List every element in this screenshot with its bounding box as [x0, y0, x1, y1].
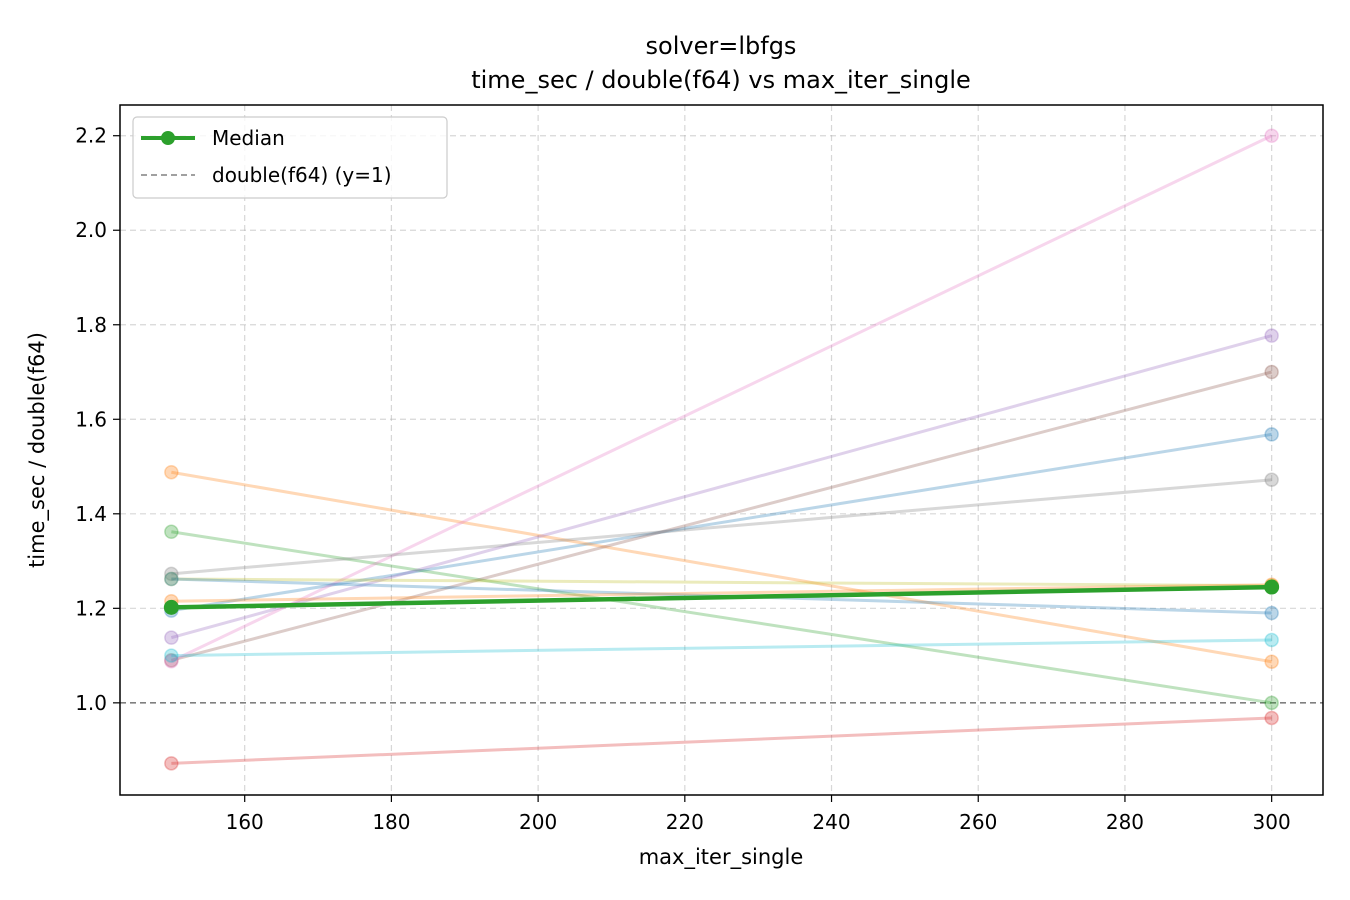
x-axis: 160 180 200 220 240 260 280 300 [226, 795, 1291, 834]
y-axis-label: time_sec / double(f64) [25, 332, 50, 568]
series-line [171, 638, 1272, 658]
legend-median-marker [161, 131, 175, 145]
series-line [171, 432, 1272, 613]
series-point [1264, 364, 1279, 380]
median-layer [163, 579, 1280, 615]
y-tick-label: 1.0 [75, 691, 107, 715]
y-tick-label: 2.0 [75, 218, 107, 242]
chart-title: solver=lbfgs [646, 32, 797, 60]
plot-frame [119, 104, 1324, 796]
series-point [164, 464, 179, 480]
series-point [164, 756, 179, 771]
series-point [164, 571, 179, 587]
x-tick-label: 240 [812, 810, 850, 834]
x-tick-label: 160 [226, 810, 264, 834]
y-tick-label: 1.2 [75, 596, 107, 620]
series-line [170, 370, 1273, 662]
series-point [164, 654, 179, 669]
series-point [1264, 427, 1279, 442]
series-point [1264, 654, 1279, 669]
legend-median-label: Median [212, 126, 285, 150]
series-point [1264, 710, 1279, 726]
y-axis: 1.0 1.2 1.4 1.6 1.8 2.0 2.2 [75, 124, 120, 715]
series-point [1264, 605, 1279, 621]
y-tick-label: 1.8 [75, 313, 107, 337]
median-line [171, 584, 1272, 610]
series-point [1264, 632, 1279, 648]
series-layer [164, 128, 1279, 771]
series-line [171, 530, 1272, 705]
series-3 [164, 524, 1279, 711]
median-point [1264, 579, 1280, 595]
legend: Median double(f64) (y=1) [132, 116, 448, 199]
median-point [163, 599, 179, 615]
series-point [1264, 695, 1279, 711]
series-line [171, 478, 1272, 576]
x-tick-label: 300 [1253, 810, 1291, 834]
series-point [1264, 472, 1279, 488]
series-5 [164, 328, 1279, 645]
series-point [164, 566, 179, 582]
x-tick-label: 220 [666, 810, 704, 834]
series-7 [164, 128, 1279, 669]
series-line [171, 583, 1272, 603]
grid [120, 105, 1323, 795]
chart-subtitle: time_sec / double(f64) vs max_iter_singl… [471, 66, 971, 94]
series-point [164, 653, 179, 668]
legend-reference-label: double(f64) (y=1) [212, 163, 392, 187]
series-line [171, 716, 1272, 765]
series-6 [164, 364, 1279, 668]
series-line [171, 470, 1272, 664]
series-point [1264, 328, 1279, 343]
series-line [171, 577, 1272, 588]
series-2 [164, 464, 1279, 669]
series-line [170, 134, 1273, 663]
y-tick-label: 1.6 [75, 407, 107, 431]
series-point [164, 524, 179, 540]
series-point [164, 630, 179, 645]
x-tick-label: 200 [519, 810, 557, 834]
y-tick-label: 2.2 [75, 124, 107, 148]
x-tick-label: 280 [1106, 810, 1144, 834]
series-4 [164, 710, 1279, 771]
series-point [164, 571, 179, 587]
x-axis-label: max_iter_single [639, 845, 804, 870]
series-line [170, 334, 1273, 640]
x-tick-label: 180 [372, 810, 410, 834]
series-point [164, 648, 179, 663]
legend-box [132, 116, 448, 199]
series-8 [164, 472, 1279, 582]
y-tick-label: 1.4 [75, 502, 107, 526]
series-10 [164, 632, 1279, 663]
x-tick-label: 260 [959, 810, 997, 834]
series-point [1264, 128, 1279, 143]
